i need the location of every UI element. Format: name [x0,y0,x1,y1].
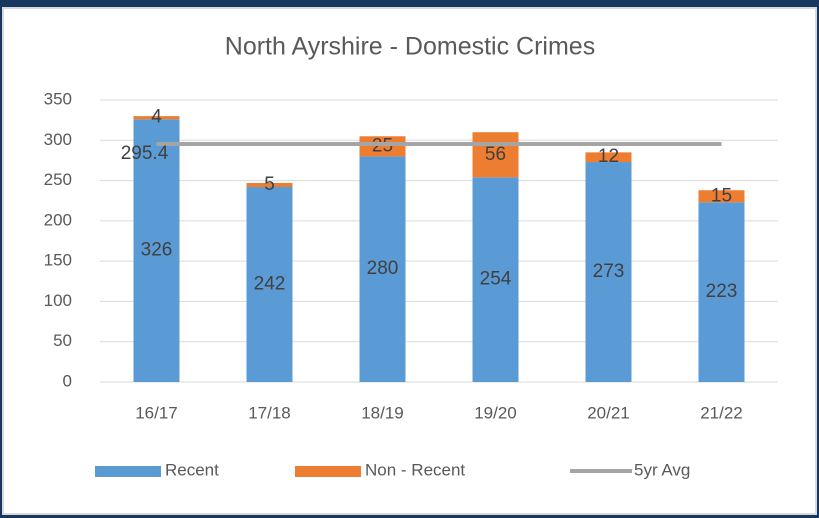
chart-title: North Ayrshire - Domestic Crimes [225,33,595,61]
bar-segment [698,202,745,382]
data-label: 280 [367,258,399,279]
y-tick-label: 350 [44,89,72,108]
data-label: 12 [598,146,619,167]
y-tick-label: 50 [53,331,72,350]
y-tick-label: 250 [44,170,72,189]
bar-segment [698,190,745,203]
legend-label: Non - Recent [365,460,465,479]
y-tick-label: 150 [44,251,72,270]
bar-segment [472,177,519,382]
y-tick-label: 0 [63,371,72,390]
data-label: 223 [706,281,738,302]
bar-segment [359,156,406,382]
legend-swatch [95,466,161,477]
bar-segment [133,119,180,382]
y-tick-label: 200 [44,210,72,229]
data-label: 15 [711,185,732,206]
x-tick-label: 21/22 [700,403,743,422]
bar-segment [472,132,519,178]
bar-segment [585,152,632,163]
x-tick-label: 20/21 [587,403,630,422]
legend-label: 5yr Avg [634,460,690,479]
legend-swatch [295,466,361,477]
data-label: 326 [141,240,173,261]
data-label: 273 [593,261,625,282]
bar-segment [246,182,293,188]
bar-segment [585,162,632,382]
y-tick-label: 100 [44,291,72,310]
data-label: 295.4 [121,143,169,164]
bar-segment [246,187,293,382]
data-label: 242 [254,274,286,295]
y-tick-label: 300 [44,130,72,149]
bar-segment [133,116,180,120]
x-tick-label: 17/18 [248,403,291,422]
legend-label: Recent [165,460,219,479]
x-tick-label: 18/19 [361,403,404,422]
x-tick-label: 16/17 [135,403,178,422]
data-label: 254 [480,269,512,290]
data-label: 4 [151,107,162,128]
data-label: 5 [264,174,275,195]
bar-segment [359,136,406,157]
x-tick-label: 19/20 [474,403,517,422]
data-label: 56 [485,144,506,165]
